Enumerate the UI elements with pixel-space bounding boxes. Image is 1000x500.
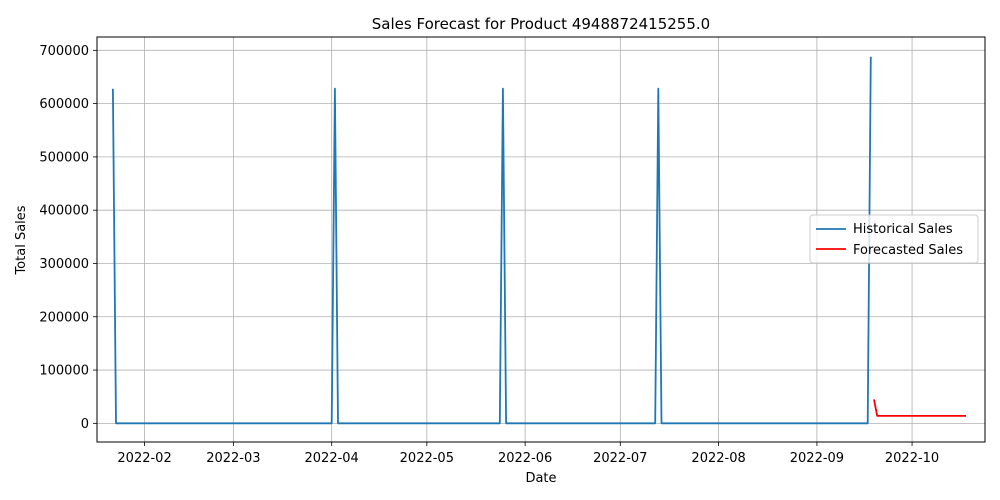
x-tick-label: 2022-04 bbox=[305, 451, 359, 466]
legend-label-forecast: Forecasted Sales bbox=[853, 243, 963, 258]
series-line-forecast bbox=[873, 399, 966, 417]
x-tick-label: 2022-06 bbox=[498, 451, 552, 466]
x-tick-label: 2022-03 bbox=[206, 451, 260, 466]
x-tick-label: 2022-08 bbox=[691, 451, 745, 466]
y-tick-label: 100000 bbox=[39, 364, 89, 379]
legend-box bbox=[809, 214, 979, 264]
y-tick-label: 700000 bbox=[39, 44, 89, 59]
y-axis-ticks: 0 100000 200000 300000 400000 500000 600000 700… bbox=[39, 44, 97, 432]
x-tick-label: 2022-02 bbox=[117, 451, 171, 466]
x-tick-label: 2022-05 bbox=[400, 451, 454, 466]
x-tick-label: 2022-07 bbox=[593, 451, 647, 466]
series-lines bbox=[112, 56, 966, 425]
x-axis-label: Date bbox=[525, 471, 556, 486]
legend-label-historical: Historical Sales bbox=[853, 222, 953, 237]
y-tick-label: 400000 bbox=[39, 204, 89, 219]
y-tick-label: 600000 bbox=[39, 97, 89, 112]
legend: Historical Sales Forecasted Sales bbox=[809, 214, 979, 264]
y-tick-label: 200000 bbox=[39, 310, 89, 325]
y-tick-label: 0 bbox=[81, 417, 89, 432]
y-tick-label: 500000 bbox=[39, 150, 89, 165]
x-tick-label: 2022-09 bbox=[790, 451, 844, 466]
x-tick-label: 2022-10 bbox=[885, 451, 939, 466]
chart-title: Sales Forecast for Product 4948872415255… bbox=[372, 15, 710, 33]
y-axis-label: Total Sales bbox=[14, 205, 29, 275]
x-axis-ticks: 2022-02 2022-03 2022-04 2022-05 2022-06 2022-… bbox=[117, 442, 939, 466]
series-line-historical bbox=[112, 56, 872, 425]
y-tick-label: 300000 bbox=[39, 257, 89, 272]
plot-frame bbox=[96, 36, 986, 443]
